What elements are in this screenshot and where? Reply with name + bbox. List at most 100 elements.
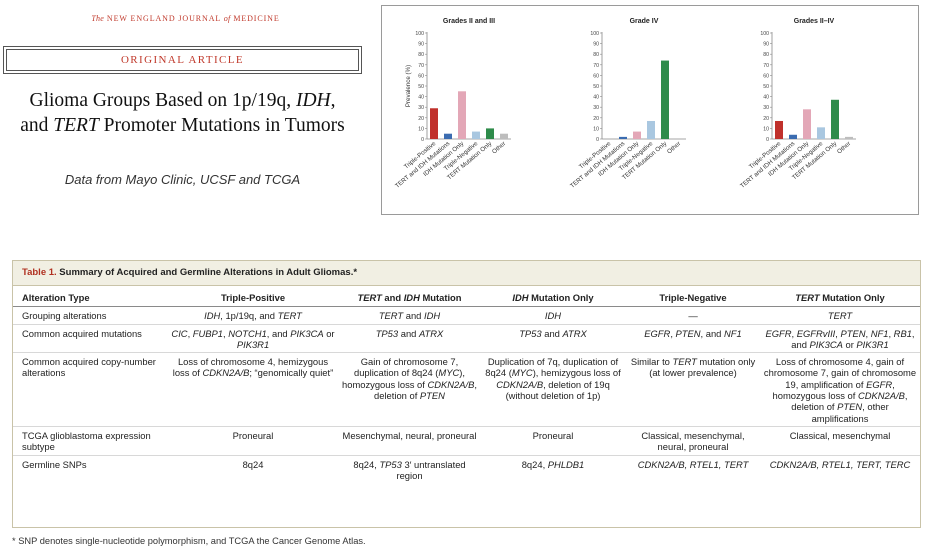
table-cell: CIC, FUBP1, NOTCH1, and PIK3CA or PIK3R1 [167,324,339,354]
y-tick-label: 100 [415,31,424,37]
table-cell: 8q24 [242,458,264,470]
table-cell: 8q24, PHLDB1 [521,458,585,470]
bar [803,109,811,139]
row-label: Common acquired copy-number alterations [13,352,167,427]
table-cell: TP53 and ATRX [480,324,626,354]
header-triple-positive: Triple-Positive [167,286,339,308]
table-cell: IDH [480,306,626,325]
table-row: Common acquired copy-number alterations … [13,352,920,427]
y-tick-label: 70 [418,63,424,69]
table-row: Common acquired mutations CIC, FUBP1, NO… [13,324,920,354]
table-cell: TERT and IDH [339,306,480,325]
y-tick-label: 10 [418,126,424,132]
row-label: Grouping alterations [13,306,167,325]
header-tert-only: TERT Mutation Only [760,286,920,308]
y-tick-label: 30 [418,105,424,111]
title-text: , [330,90,336,111]
row-label: Common acquired mutations [13,324,167,354]
bar [633,131,641,139]
table-cell: CDKN2A/B, RTEL1, TERT, TERC [769,458,911,470]
table-cell: Similar to TERT mutation only (at lower … [626,352,760,427]
y-tick-label: 20 [593,116,599,122]
y-tick-label: 80 [593,52,599,58]
footnote: * SNP denotes single-nucleotide polymorp… [12,536,366,546]
y-tick-label: 60 [763,73,769,79]
row-label: TCGA glioblastoma expression subtype [13,426,167,456]
y-tick-label: 30 [593,105,599,111]
table-cell: TERT [760,306,920,325]
y-tick-label: 0 [596,137,599,143]
table-label: Table 1. [22,267,57,278]
y-tick-label: 50 [593,84,599,90]
bar [817,127,825,139]
table-header-row: Alteration Type Triple-Positive TERT and… [13,286,920,308]
bar [845,136,853,139]
table-cell: Classical, mesenchymal, neural, proneura… [626,426,760,456]
row-label: Germline SNPs [22,458,87,470]
table-cell: Loss of chromosome 4, gain of chromosome… [760,352,920,427]
bar [444,133,452,139]
journal-of: of [223,14,231,23]
title-text: Glioma Groups Based on 1p/19q, [29,90,296,111]
y-tick-label: 60 [418,73,424,79]
table-row: TCGA glioblastoma expression subtype Pro… [13,426,920,456]
alterations-table: Alteration Type Triple-Positive TERT and… [13,286,920,483]
title-text: and [20,115,54,136]
table-cell: Classical, mesenchymal [760,426,920,456]
header-triple-negative: Triple-Negative [626,286,760,308]
y-tick-label: 90 [418,42,424,48]
y-tick-label: 30 [763,105,769,111]
y-tick-label: 10 [593,126,599,132]
y-tick-label: 50 [763,84,769,90]
bar [486,128,494,139]
y-axis-label: Prevalence (%) [405,65,412,107]
y-tick-label: 100 [760,31,769,37]
x-tick-label: Other [666,140,682,155]
header-idh-only: IDH Mutation Only [480,286,626,308]
table-row: Germline SNPs 8q24 8q24, TP53 3′ untrans… [13,455,920,483]
bar [831,99,839,139]
bar [647,120,655,139]
title-text: Promoter Mutations in Tumors [98,115,345,136]
table-cell: — [626,306,760,325]
y-tick-label: 100 [590,31,599,37]
chart-title: Grade IV [630,18,659,25]
table-caption-text: Summary of Acquired and Germline Alterat… [56,267,358,278]
table-cell: Proneural [167,426,339,456]
bar [430,108,438,139]
y-tick-label: 0 [766,137,769,143]
summary-table: Table 1. Summary of Acquired and Germlin… [12,260,921,528]
y-tick-label: 80 [763,52,769,58]
y-tick-label: 0 [421,137,424,143]
table-cell: EGFR, EGFRvIII, PTEN, NF1, RB1, and PIK3… [760,324,920,354]
title-gene-idh: IDH [295,90,331,111]
table-cell: Mesenchymal, neural, proneural [339,426,480,456]
y-tick-label: 80 [418,52,424,58]
table-cell: Loss of chromosome 4, hemizygous loss of… [167,352,339,427]
bar [500,133,508,139]
table-caption: Table 1. Summary of Acquired and Germlin… [13,261,920,286]
y-tick-label: 20 [418,116,424,122]
y-tick-label: 20 [763,116,769,122]
y-tick-label: 40 [593,95,599,101]
data-source: Data from Mayo Clinic, UCSF and TCGA [64,172,301,187]
title-gene-tert: TERT [53,115,99,136]
y-tick-label: 70 [763,63,769,69]
y-tick-label: 60 [593,73,599,79]
chart-title: Grades II–IV [794,18,835,25]
journal-name-b: MEDICINE [233,14,280,23]
y-tick-label: 40 [418,95,424,101]
y-tick-label: 50 [418,84,424,90]
page-title: Glioma Groups Based on 1p/19q, IDH, and T… [10,88,355,138]
bar [775,120,783,139]
table-cell: Duplication of 7q, duplication of 8q24 (… [480,352,626,427]
table-row: Grouping alterations IDH, 1p/19q, and TE… [13,306,920,325]
article-type-banner: ORIGINAL ARTICLE [3,46,362,74]
y-tick-label: 90 [593,42,599,48]
journal-name-a: NEW ENGLAND JOURNAL [106,14,221,23]
bar [458,91,466,139]
prevalence-charts-panel: Grades II and III 0 10 20 30 40 50 60 70 80 90 100 P… [381,5,919,215]
bar [661,60,669,140]
y-tick-label: 70 [593,63,599,69]
y-tick-label: 90 [763,42,769,48]
